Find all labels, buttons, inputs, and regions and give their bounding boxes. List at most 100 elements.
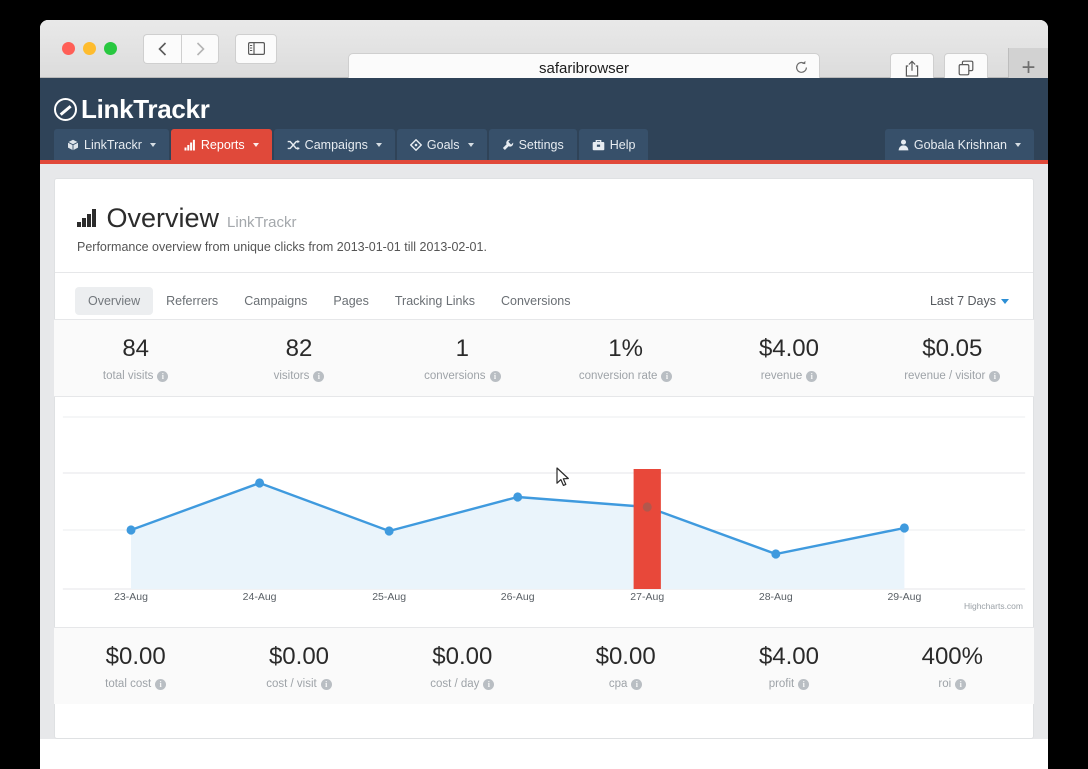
reload-button[interactable] <box>794 60 809 80</box>
x-axis-label: 26-Aug <box>500 591 535 603</box>
date-range-selector[interactable]: Last 7 Days <box>930 294 1013 308</box>
info-icon[interactable]: i <box>798 678 810 690</box>
nav-label: Campaigns <box>304 137 368 152</box>
browser-titlebar: safaribrowser <box>40 20 1048 88</box>
stat-label-text: revenue <box>760 370 803 382</box>
tab-campaigns[interactable]: Campaigns <box>244 294 308 308</box>
x-axis-label: 29-Aug <box>887 591 922 603</box>
nav-item-reports[interactable]: Reports <box>170 129 272 160</box>
nav-item-linktrackr[interactable]: LinkTrackr <box>54 129 169 160</box>
stat-label-text: cpa <box>608 678 628 690</box>
info-icon[interactable]: i <box>155 678 167 690</box>
info-icon[interactable]: i <box>157 370 169 382</box>
tab-conversions[interactable]: Conversions <box>501 294 571 308</box>
stat-value: $0.00 <box>432 643 493 670</box>
show-sidebar-button[interactable] <box>235 33 277 64</box>
linktrackr-logo-icon <box>54 98 77 121</box>
stat-conversions: 1 conversions i <box>381 320 544 396</box>
chevron-down-icon <box>252 142 259 147</box>
chart-x-axis: 23-Aug 24-Aug 25-Aug 26-Aug 27-Aug 28-Au… <box>57 591 1031 611</box>
date-range-label: Last 7 Days <box>929 294 996 308</box>
info-icon[interactable]: i <box>320 678 332 690</box>
stat-label-text: revenue / visitor <box>904 370 986 382</box>
stat-label-text: total cost <box>105 678 152 690</box>
info-icon[interactable]: i <box>989 370 1001 382</box>
x-axis-label: 25-Aug <box>372 591 407 603</box>
data-point[interactable] <box>642 502 652 512</box>
info-icon[interactable]: i <box>661 370 673 382</box>
stat-value: $4.00 <box>758 335 819 362</box>
chevron-down-icon <box>1001 298 1009 304</box>
nav-item-campaigns[interactable]: Campaigns <box>273 129 395 160</box>
info-icon[interactable]: i <box>483 678 495 690</box>
chevron-down-icon <box>375 142 382 147</box>
info-icon[interactable]: i <box>955 678 967 690</box>
nav-item-settings[interactable]: Settings <box>488 129 577 160</box>
stat-label: cost / day i <box>385 678 540 690</box>
user-menu[interactable]: Gobala Krishnan <box>884 129 1034 160</box>
maximize-window-button[interactable] <box>104 42 117 55</box>
forward-button[interactable] <box>181 33 219 64</box>
stat-label: visitors i <box>221 370 376 382</box>
stat-value: $0.00 <box>595 643 656 670</box>
data-point[interactable] <box>126 525 136 535</box>
main-navigation: LinkTrackr Reports <box>54 129 1034 160</box>
stat-label: total cost i <box>58 678 213 690</box>
stats-row-bottom: $0.00 total cost i $0.00 cost / visit i <box>54 627 1034 704</box>
x-axis-label: 28-Aug <box>758 591 793 603</box>
url-text: safaribrowser <box>538 60 630 77</box>
stat-total-cost: $0.00 total cost i <box>54 628 217 704</box>
shuffle-icon <box>287 139 300 150</box>
tab-tracking-links[interactable]: Tracking Links <box>394 294 475 308</box>
stat-label: roi i <box>875 678 1030 690</box>
tabs-icon <box>958 60 974 76</box>
x-axis-label: 27-Aug <box>630 591 665 603</box>
cube-icon <box>67 139 79 150</box>
stat-value: $0.05 <box>922 335 983 362</box>
conversions-bar[interactable] <box>633 469 661 589</box>
back-button[interactable] <box>143 33 181 64</box>
app-logo[interactable]: LinkTrackr <box>54 94 210 125</box>
mouse-cursor <box>556 467 569 486</box>
x-axis-label: 24-Aug <box>242 591 277 603</box>
chevron-down-icon <box>149 142 156 147</box>
tab-bar: Overview Referrers Campaigns Pages Track… <box>55 273 1033 319</box>
data-point[interactable] <box>771 549 781 559</box>
tab-overview[interactable]: Overview <box>75 287 154 315</box>
data-point[interactable] <box>384 526 394 536</box>
info-icon[interactable]: i <box>806 370 818 382</box>
stat-roi: 400% roi i <box>871 628 1034 704</box>
nav-item-help[interactable]: Help <box>578 129 649 160</box>
stat-value: 1% <box>608 335 643 362</box>
overview-chart[interactable]: 23-Aug 24-Aug 25-Aug 26-Aug 27-Aug 28-Au… <box>55 397 1033 627</box>
data-point[interactable] <box>899 523 909 533</box>
tab-referrers[interactable]: Referrers <box>166 294 219 308</box>
window-traffic-lights <box>62 42 117 55</box>
stat-label: profit i <box>711 678 866 690</box>
navigation-buttons <box>143 33 219 64</box>
stat-value: 400% <box>921 643 983 670</box>
accent-divider <box>40 160 1048 164</box>
nav-label: Goals <box>426 137 460 152</box>
stat-label-text: visitors <box>273 370 310 382</box>
page-body: Overview LinkTrackr Performance overview… <box>40 164 1048 739</box>
info-icon[interactable]: i <box>313 370 325 382</box>
share-icon <box>905 59 919 77</box>
info-icon[interactable]: i <box>631 678 643 690</box>
minimize-window-button[interactable] <box>83 42 96 55</box>
tab-pages[interactable]: Pages <box>333 294 369 308</box>
stat-total-visits: 84 total visits i <box>54 320 217 396</box>
stat-revenue: $4.00 revenue i <box>707 320 870 396</box>
stat-cost-per-visit: $0.00 cost / visit i <box>217 628 380 704</box>
chart-credit[interactable]: Highcharts.com <box>963 601 1023 611</box>
data-point[interactable] <box>513 492 523 502</box>
stat-visitors: 82 visitors i <box>217 320 380 396</box>
close-window-button[interactable] <box>62 42 75 55</box>
nav-item-goals[interactable]: Goals <box>396 129 487 160</box>
data-point[interactable] <box>255 478 265 488</box>
stat-label-text: conversions <box>424 370 486 382</box>
page-title: Overview LinkTrackr <box>77 203 1011 234</box>
info-icon[interactable]: i <box>489 370 501 382</box>
bar-chart-icon <box>184 139 195 150</box>
